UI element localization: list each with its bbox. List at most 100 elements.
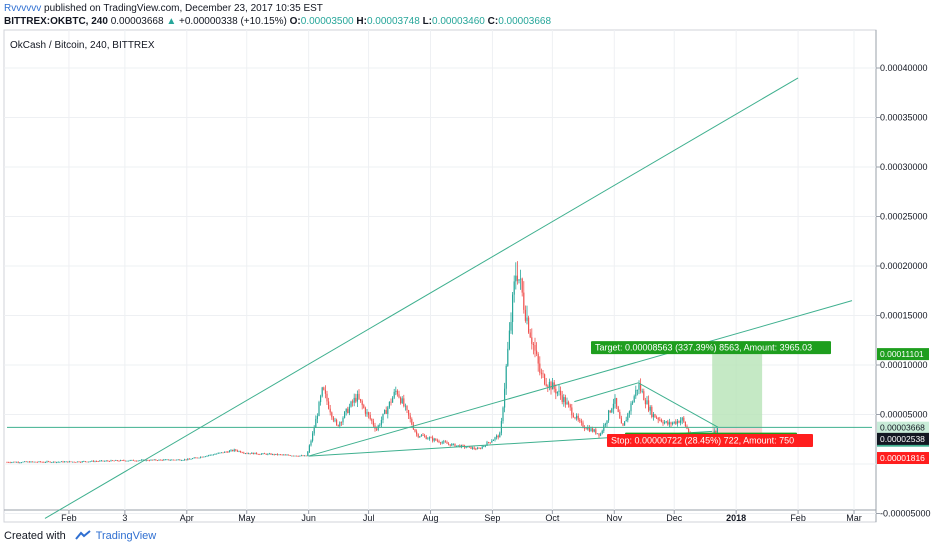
candle-body: [14, 461, 16, 463]
candle-body: [132, 459, 134, 461]
candle-body: [52, 461, 54, 463]
candle-body: [252, 452, 254, 455]
candle-body: [104, 460, 106, 462]
candle-body: [422, 435, 424, 436]
position-labels: Target: 0.00008563 (337.39%) 8563, Amoun…: [591, 341, 929, 465]
candle-body: [118, 460, 120, 462]
target-zone[interactable]: [712, 354, 763, 428]
candle-body: [44, 462, 46, 463]
candle-body: [640, 384, 642, 392]
candle-body: [270, 453, 272, 455]
tradingview-brand[interactable]: TradingView: [95, 530, 157, 542]
candle-body: [371, 418, 373, 422]
candle-body: [355, 397, 357, 402]
symbol-text: BITTREX:OKBTC, 240: [4, 16, 108, 27]
candle-body: [555, 388, 557, 394]
trendline[interactable]: [638, 382, 719, 428]
candle-body: [292, 455, 294, 457]
candle-body: [648, 400, 650, 411]
candle-body: [268, 453, 270, 455]
candle-body: [337, 424, 339, 427]
candle-body: [403, 398, 405, 407]
price-tick-label: 0.00030000: [880, 162, 928, 172]
low-label: L:: [422, 16, 433, 27]
trendline[interactable]: [308, 300, 853, 457]
candle-body: [81, 461, 83, 463]
candle-body: [345, 408, 347, 412]
candle-body: [547, 385, 549, 387]
candle-body: [576, 415, 578, 419]
candle-body: [158, 459, 160, 461]
candle-body: [19, 462, 21, 464]
author-link[interactable]: Rvvvvvv: [4, 3, 42, 14]
candle-body: [195, 457, 197, 459]
trendlines[interactable]: [7, 77, 872, 519]
candle-body: [526, 317, 528, 321]
candle-body: [22, 461, 24, 463]
candle-body: [56, 461, 58, 463]
candle-body: [100, 460, 102, 462]
candle-body: [361, 401, 363, 406]
candle-body: [540, 372, 542, 374]
candle-body: [651, 406, 653, 418]
candle-body: [601, 430, 603, 434]
candle-body: [484, 445, 486, 447]
candle-body: [168, 459, 170, 461]
time-axis[interactable]: Feb 3 Apr May Jun Jul Aug Sep Oct Nov Dec 2018 Feb Ma…: [61, 510, 862, 523]
candle-body: [24, 461, 26, 463]
candle-body: [304, 455, 306, 457]
candle-body: [502, 407, 504, 422]
candle-body: [624, 421, 626, 426]
candle-body: [54, 461, 56, 463]
candle-body: [673, 421, 675, 423]
candle-body: [280, 454, 282, 456]
trendline[interactable]: [574, 382, 639, 403]
candle-body: [606, 420, 608, 424]
candle-body: [604, 423, 606, 425]
candle-body: [262, 453, 264, 455]
candle-body: [272, 453, 274, 455]
current-price-label: 0.00003668: [880, 423, 925, 433]
candle-body: [214, 454, 216, 455]
candle-body: [633, 396, 635, 403]
candle-body: [521, 278, 523, 293]
price-tick-label: 0.00010000: [880, 360, 928, 370]
candle-body: [595, 429, 597, 434]
candle-body: [155, 459, 157, 461]
candle-body: [585, 428, 587, 430]
position-tool[interactable]: [712, 354, 763, 447]
candle-body: [65, 461, 67, 463]
trendline[interactable]: [44, 77, 799, 519]
tradingview-logo-icon[interactable]: [75, 530, 91, 540]
candle-body: [238, 451, 240, 452]
candle-body: [440, 442, 442, 444]
candle-body: [289, 455, 291, 457]
candle-body: [129, 460, 131, 461]
candle-body: [60, 461, 62, 463]
candle-body: [657, 418, 659, 420]
candle-body: [278, 454, 280, 456]
candle-body: [206, 455, 208, 457]
stop-label-bg: [607, 434, 813, 448]
candle-body: [123, 460, 125, 462]
candle-body: [518, 279, 520, 281]
price-axis[interactable]: 0.00040000 0.00035000 0.00030000 0.00025000…: [876, 63, 931, 519]
candle-body: [664, 422, 666, 424]
candle-body: [136, 460, 138, 462]
candle-body: [622, 423, 624, 426]
candle-body: [456, 445, 458, 447]
low-value: 0.00003460: [432, 16, 485, 27]
candle-body: [84, 461, 86, 463]
candle-body: [41, 461, 43, 463]
candle-body: [680, 420, 682, 423]
candle-body: [145, 459, 147, 461]
candle-body: [260, 453, 262, 455]
close-value: 0.00003668: [498, 16, 552, 27]
stop-price-label: 0.00001816: [880, 453, 925, 463]
candle-body: [600, 433, 602, 436]
candle-body: [504, 388, 506, 408]
candle-body: [561, 395, 563, 402]
candle-body: [196, 457, 198, 459]
candle-body: [329, 408, 331, 413]
